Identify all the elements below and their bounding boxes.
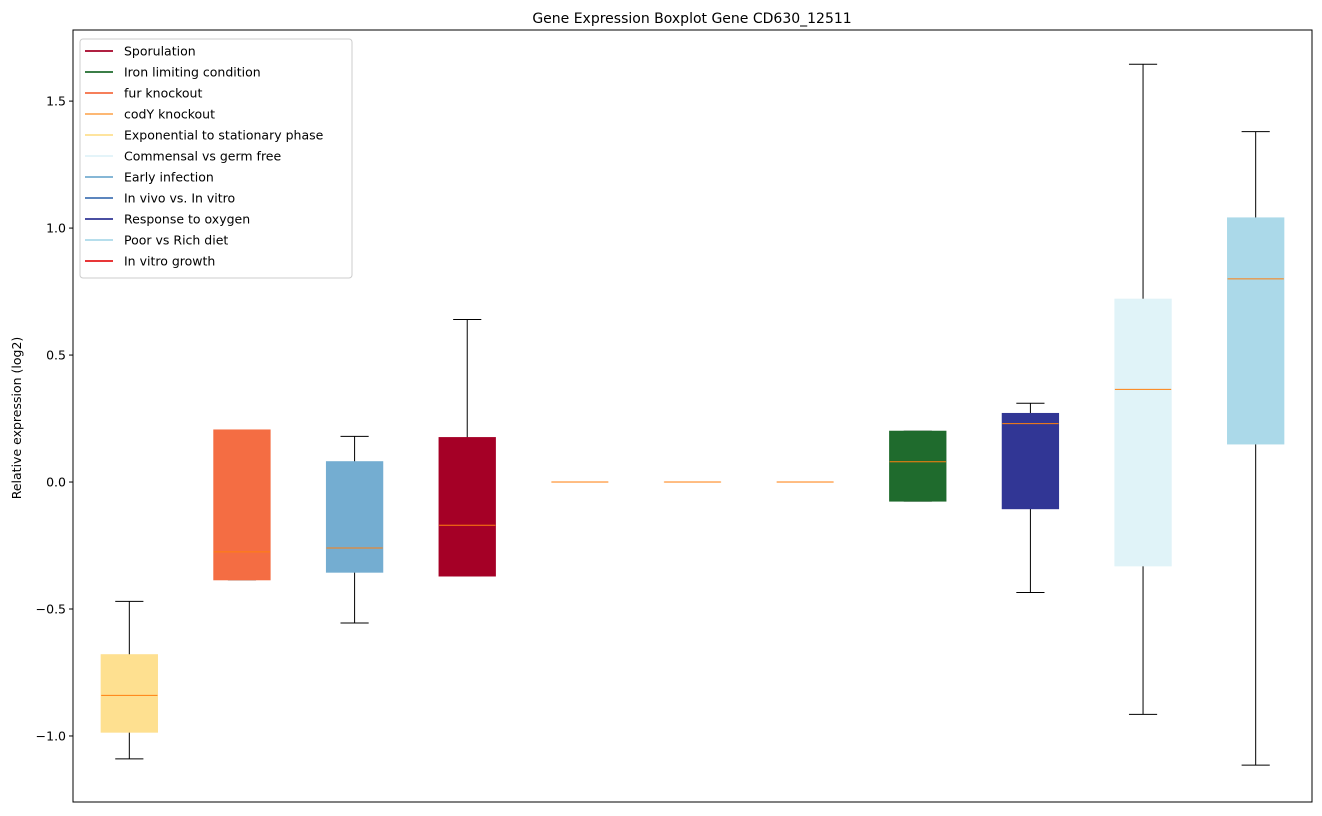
y-tick-label: −1.0 <box>36 728 66 743</box>
legend-label: Exponential to stationary phase <box>124 128 324 143</box>
y-axis: −1.0 −0.5 0.0 0.5 1.0 1.5 <box>36 94 73 744</box>
legend-label: Poor vs Rich diet <box>124 233 228 248</box>
box-body <box>1228 218 1284 444</box>
box-group <box>101 601 157 758</box>
y-tick-label: 1.5 <box>46 94 66 109</box>
y-tick-label: 0.5 <box>46 348 66 363</box>
y-tick-label: 1.0 <box>46 221 66 236</box>
legend-label: Response to oxygen <box>124 212 250 227</box>
box-body <box>439 438 495 576</box>
legend-label: codY knockout <box>124 107 215 122</box>
box-group <box>1228 132 1284 766</box>
box-group <box>439 320 495 576</box>
legend-label: Sporulation <box>124 44 196 59</box>
legend-label: In vivo vs. In vitro <box>124 191 235 206</box>
y-axis-label: Relative expression (log2) <box>9 337 24 500</box>
legend-label: Early infection <box>124 170 214 185</box>
box-body <box>101 655 157 732</box>
legend: Sporulation Iron limiting condition fur kn… <box>80 39 352 278</box>
box-body <box>890 431 946 501</box>
box-group <box>326 436 382 623</box>
box-group <box>1002 403 1058 592</box>
box-body <box>326 462 382 572</box>
box-body <box>214 430 270 580</box>
box-body <box>1002 413 1058 508</box>
box-group <box>890 431 946 501</box>
legend-label: Iron limiting condition <box>124 65 261 80</box>
box-group <box>214 430 270 580</box>
chart-title: Gene Expression Boxplot Gene CD630_12511 <box>532 11 851 27</box>
box-group <box>1115 64 1171 714</box>
y-tick-label: 0.0 <box>46 475 66 490</box>
box-body <box>1115 299 1171 566</box>
y-tick-label: −0.5 <box>36 602 66 617</box>
legend-label: In vitro growth <box>124 254 215 269</box>
legend-label: Commensal vs germ free <box>124 149 281 164</box>
legend-label: fur knockout <box>124 86 202 101</box>
